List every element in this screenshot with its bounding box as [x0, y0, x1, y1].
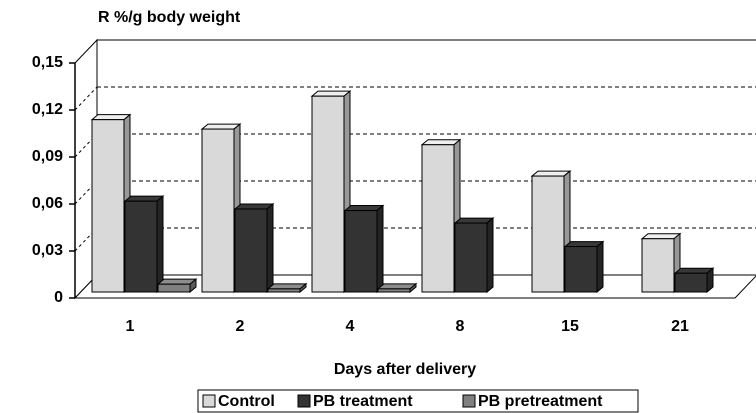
- y-tick-label: 0,09: [32, 148, 63, 165]
- bar: [530, 169, 572, 294]
- bar-front: [454, 222, 488, 293]
- x-tick-label: 2: [236, 318, 245, 335]
- legend-swatch: [202, 394, 216, 408]
- x-tick-label: 4: [346, 318, 355, 335]
- y-tick-label: 0: [54, 289, 63, 306]
- bar: [563, 240, 605, 294]
- bar-front: [201, 128, 235, 293]
- legend-label: PB pretreatment: [478, 393, 603, 410]
- bar-side: [266, 202, 274, 294]
- y-tick-label: 0,03: [32, 242, 63, 259]
- bar-front: [531, 175, 565, 293]
- bar-front: [157, 283, 191, 293]
- bar: [673, 267, 715, 294]
- y-tick-label: 0,12: [32, 101, 63, 118]
- bar-front: [91, 119, 125, 293]
- bar-side: [486, 216, 494, 294]
- legend-swatch: [297, 394, 311, 408]
- y-tick-label: 0,15: [32, 54, 63, 71]
- x-tick-label: 8: [456, 318, 465, 335]
- x-tick-label: 1: [126, 318, 135, 335]
- bar: [420, 138, 462, 294]
- bar: [156, 278, 198, 294]
- bar-front: [564, 246, 598, 293]
- bar-front: [344, 210, 378, 293]
- x-tick-label: 21: [671, 318, 689, 335]
- bar: [376, 282, 418, 294]
- bar-front: [674, 272, 708, 293]
- legend-label: PB treatment: [313, 393, 413, 410]
- bar-side: [596, 240, 604, 294]
- x-tick-label: 15: [561, 318, 579, 335]
- bar: [266, 282, 308, 294]
- bar-front: [267, 288, 301, 293]
- legend-swatch: [462, 394, 476, 408]
- bar-side: [156, 195, 164, 294]
- chart-title: R %/g body weight: [98, 9, 241, 26]
- bar-side: [376, 204, 384, 294]
- bar-front: [124, 200, 158, 293]
- legend-label: Control: [218, 393, 275, 410]
- bar: [310, 90, 352, 294]
- bar: [453, 216, 495, 294]
- bar: [343, 204, 385, 294]
- bar-front: [234, 208, 268, 293]
- bar: [123, 195, 165, 294]
- bar: [90, 113, 132, 294]
- x-axis-label: Days after delivery: [334, 361, 476, 378]
- bar: [200, 122, 242, 294]
- bar-front: [421, 144, 455, 293]
- bar-front: [641, 238, 675, 293]
- bar-front: [377, 288, 411, 293]
- y-tick-label: 0,06: [32, 195, 63, 212]
- grid-line-side: [74, 86, 98, 111]
- bar: [233, 202, 275, 294]
- bar-front: [311, 95, 345, 293]
- bar: [640, 232, 682, 294]
